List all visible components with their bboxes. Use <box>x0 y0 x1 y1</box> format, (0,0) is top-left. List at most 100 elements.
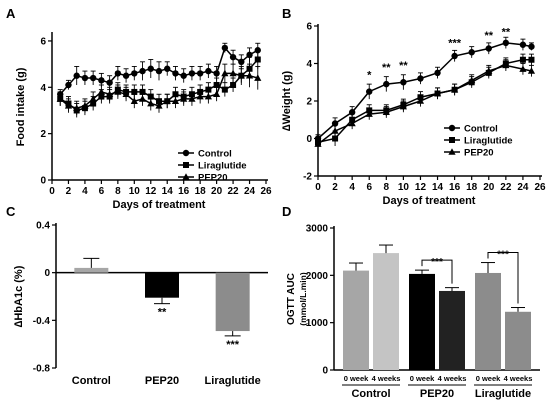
panel-d-significance-label: *** <box>497 250 509 261</box>
panel-a-point-circle <box>65 81 72 89</box>
panel-b-x-tick-label: 26 <box>534 182 546 193</box>
panel-a-point-circle <box>246 51 253 59</box>
panel-b-series-line-triangle <box>317 64 532 145</box>
panel-a-point-triangle <box>97 88 105 95</box>
panel-a-legend-marker-circle <box>182 149 190 157</box>
panel-a-point-square <box>213 81 220 88</box>
panel-d-y-tick-label: 1000 <box>306 318 329 329</box>
panel-a-point-triangle <box>81 102 89 109</box>
panel-b-x-tick-label: 22 <box>500 182 512 193</box>
panel-b-legend-label: PEP20 <box>464 148 494 159</box>
panel-b-point-circle <box>502 39 510 47</box>
panel-a-point-triangle <box>122 90 130 98</box>
panel-b-y-tick-label: -2 <box>303 172 312 183</box>
panel-b-x-tick-label: 18 <box>466 182 478 193</box>
panel-d-y-axis-label: OGTT AUC <box>286 273 297 325</box>
panel-b-series-line-square <box>317 59 532 143</box>
panel-a-point-triangle <box>196 92 204 100</box>
panel-a-legend-label: Liraglutide <box>198 161 247 172</box>
panel-b-x-tick-label: 10 <box>398 182 410 193</box>
panel-a-point-triangle <box>138 95 147 102</box>
panel-a-point-circle <box>221 44 229 52</box>
panel-a-point-triangle <box>204 92 212 100</box>
panel-a-y-tick-label: 0 <box>40 176 46 187</box>
panel-a-point-square <box>221 86 228 93</box>
panel-c-category-label: Control <box>72 375 111 387</box>
panel-a-point-circle <box>122 72 130 79</box>
panel-a-x-tick-label: 0 <box>49 186 55 197</box>
panel-d-bar <box>475 272 501 370</box>
panel-b-significance-label: ** <box>502 26 511 38</box>
panel-a-point-triangle <box>130 97 138 105</box>
panel-b-point-circle <box>383 80 390 88</box>
panel-letter-d: D <box>282 204 291 219</box>
panel-a-point-circle <box>81 74 89 82</box>
panel-a-point-circle <box>73 72 80 79</box>
panel-a-point-circle <box>229 53 237 61</box>
panel-a-point-circle <box>180 72 187 79</box>
panel-a-point-triangle <box>147 99 155 107</box>
panel-b-x-tick-label: 16 <box>449 182 461 193</box>
panel-a-point-circle <box>238 58 245 66</box>
panel-b-y-tick-label: 2 <box>306 97 312 108</box>
panel-a-point-circle <box>213 70 220 77</box>
panel-c-bar-control <box>74 267 109 273</box>
panel-b-x-tick-label: 6 <box>366 182 372 193</box>
panel-d-bar <box>439 290 465 370</box>
panel-b-point-square <box>528 56 535 63</box>
panel-a-legend-marker-triangle <box>182 173 190 180</box>
panel-a-point-triangle <box>221 69 229 77</box>
panel-d-group-label: PEP20 <box>420 388 454 400</box>
panel-d-subcategory-label: 0 week <box>410 374 435 383</box>
panel-b-point-circle <box>400 79 407 86</box>
panel-a-y-tick-label: 2 <box>40 129 46 140</box>
panel-b-significance-label: ** <box>382 62 391 74</box>
panel-a-point-triangle <box>114 88 122 95</box>
panel-d-subcategory-label: 0 week <box>344 374 369 383</box>
panel-d-bar <box>505 311 531 370</box>
panel-b-legend-label: Liraglutide <box>464 136 513 147</box>
panel-b-point-triangle <box>314 140 322 147</box>
panel-a-point-triangle <box>237 71 245 79</box>
panel-a-x-tick-label: 10 <box>129 186 141 197</box>
panel-d-y-tick-label: 0 <box>322 366 328 377</box>
panel-a-point-triangle <box>245 71 254 79</box>
panel-b-point-triangle <box>382 108 390 116</box>
panel-a-point-square <box>230 81 237 88</box>
panel-b-x-tick-label: 4 <box>349 182 355 193</box>
panel-b-point-circle <box>434 69 441 77</box>
panel-a-point-square <box>254 56 261 63</box>
panel-c-category-label: PEP20 <box>145 375 179 387</box>
panel-c-y-tick-label: 0 <box>44 268 50 279</box>
panel-b-x-tick-label: 24 <box>517 182 529 193</box>
panel-a-x-tick-label: 24 <box>244 186 256 197</box>
panel-c-category-label: Liraglutide <box>205 375 261 387</box>
panel-b-point-triangle <box>433 89 442 97</box>
panel-d-subcategory-label: 4 weeks <box>372 374 401 383</box>
panel-b-point-triangle <box>416 97 425 104</box>
panel-c-significance-label: ** <box>158 307 167 319</box>
panel-d-subcategory-label: 4 weeks <box>504 374 533 383</box>
panel-a-point-triangle <box>163 97 171 105</box>
panel-d-bar <box>373 253 399 370</box>
panel-d-y-axis-unit: (mmol/L.min) <box>298 272 308 326</box>
panel-b-significance-label: ** <box>484 30 493 42</box>
panel-b-point-triangle <box>399 102 407 110</box>
panel-a-point-circle <box>147 65 154 72</box>
panel-a-point-triangle <box>213 90 221 98</box>
panel-a-point-triangle <box>229 69 237 77</box>
panel-a-point-circle <box>114 70 122 77</box>
panel-b-point-circle <box>468 49 475 56</box>
panel-a-y-tick-label: 6 <box>40 36 46 47</box>
panel-a-legend-label: Control <box>198 149 232 160</box>
panel-d-significance-label: *** <box>431 257 443 268</box>
panel-a-legend-label: PEP20 <box>198 173 228 184</box>
panel-b-point-circle <box>485 45 492 52</box>
panel-a-x-tick-label: 12 <box>145 186 157 197</box>
panel-b-significance-label: * <box>367 70 372 82</box>
panel-a-point-triangle <box>64 102 73 109</box>
